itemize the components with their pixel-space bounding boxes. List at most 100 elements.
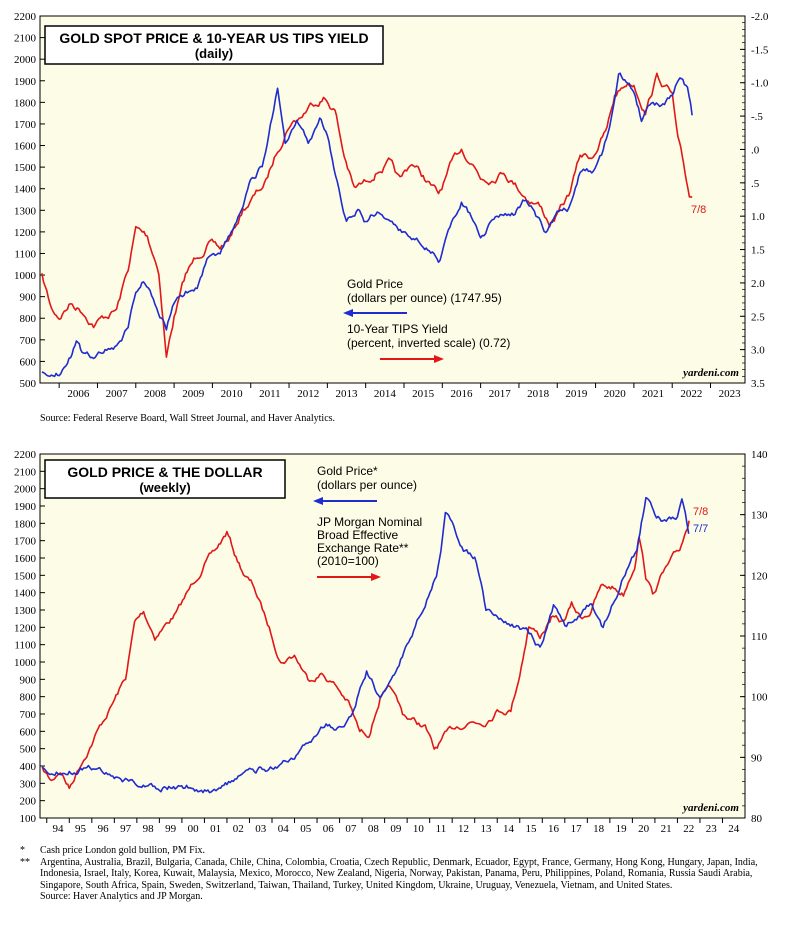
x-tick-label: 21 xyxy=(661,823,672,835)
x-tick-label: 2021 xyxy=(642,388,664,400)
watermark: yardeni.com xyxy=(681,367,739,379)
right-tick-label: 140 xyxy=(751,449,768,461)
series-line-gold xyxy=(41,72,693,378)
right-tick-label: 120 xyxy=(751,570,768,582)
x-tick-label: 09 xyxy=(390,823,402,835)
x-tick-label: 2013 xyxy=(336,388,359,400)
chart-gold-vs-dollar: 1002003004005006007008009001000110012001… xyxy=(14,449,768,835)
x-tick-label: 08 xyxy=(368,823,380,835)
left-tick-label: 800 xyxy=(20,313,37,325)
left-tick-label: 1400 xyxy=(14,184,37,196)
right-tick-label: 80 xyxy=(751,813,763,825)
left-tick-label: 1000 xyxy=(14,270,37,282)
plot-area xyxy=(39,15,746,384)
right-tick-label: .0 xyxy=(751,144,760,156)
legend-gold-line1: Gold Price xyxy=(347,277,403,291)
right-tick-label: -1.0 xyxy=(751,78,769,90)
right-tick-label: 1.5 xyxy=(751,245,765,257)
left-tick-label: 1700 xyxy=(14,119,37,131)
x-tick-label: 11 xyxy=(436,823,447,835)
left-tick-label: 1800 xyxy=(14,97,37,109)
series-line-red xyxy=(41,72,693,358)
legend-fx-line3: Exchange Rate** xyxy=(317,541,409,555)
chart-subtitle: (daily) xyxy=(195,46,233,61)
left-tick-label: 1100 xyxy=(14,248,36,260)
left-tick-label: 1300 xyxy=(14,605,37,617)
x-tick-label: 01 xyxy=(210,823,221,835)
left-tick-label: 1900 xyxy=(14,501,37,513)
x-tick-label: 2007 xyxy=(106,388,129,400)
legend-fx-line2: Broad Effective xyxy=(317,528,398,542)
title-box xyxy=(44,459,286,499)
x-tick-label: 2006 xyxy=(67,388,90,400)
legend-gold-arrow-head xyxy=(343,309,353,317)
left-tick-label: 1500 xyxy=(14,162,37,174)
right-tick-label: -1.5 xyxy=(751,44,769,56)
x-tick-label: 2008 xyxy=(144,388,167,400)
left-tick-label: 500 xyxy=(20,378,37,390)
x-tick-label: 17 xyxy=(571,823,583,835)
series-line-red xyxy=(41,520,690,790)
footnote-2: ** Argentina, Australia, Brazil, Bulgaria… xyxy=(20,856,758,891)
x-tick-label: 15 xyxy=(526,823,538,835)
chart-title: GOLD PRICE & THE DOLLAR xyxy=(67,464,262,480)
x-tick-label: 2012 xyxy=(297,388,319,400)
title-box xyxy=(44,25,384,65)
left-tick-label: 2100 xyxy=(14,466,37,478)
legend-gold-line2: (dollars per ounce) (1747.95) xyxy=(347,291,502,305)
left-tick-label: 1200 xyxy=(14,227,37,239)
x-tick-label: 10 xyxy=(413,823,425,835)
left-tick-label: 800 xyxy=(20,692,37,704)
right-tick-label: -.5 xyxy=(751,111,763,123)
left-tick-label: 900 xyxy=(20,292,37,304)
x-tick-label: 96 xyxy=(98,823,110,835)
right-tick-label: 3.0 xyxy=(751,345,765,357)
x-tick-label: 2023 xyxy=(719,388,742,400)
legend-gold-line1: Gold Price* xyxy=(317,464,378,478)
x-tick-label: 2019 xyxy=(565,388,588,400)
x-tick-label: 12 xyxy=(458,823,469,835)
legend-fx-line1: JP Morgan Nominal xyxy=(317,515,422,529)
left-tick-label: 200 xyxy=(20,796,37,808)
left-tick-label: 1600 xyxy=(14,553,37,565)
left-tick-label: 600 xyxy=(20,356,37,368)
x-tick-label: 03 xyxy=(255,823,267,835)
x-tick-label: 2015 xyxy=(412,388,435,400)
left-tick-label: 700 xyxy=(20,335,37,347)
left-tick-label: 2200 xyxy=(14,449,37,461)
right-tick-label: 2.5 xyxy=(751,311,765,323)
x-tick-label: 2020 xyxy=(604,388,627,400)
left-tick-label: 700 xyxy=(20,709,37,721)
legend-tips-line1: 10-Year TIPS Yield xyxy=(347,322,448,336)
x-tick-label: 16 xyxy=(548,823,560,835)
left-tick-label: 1500 xyxy=(14,570,37,582)
chart-title: GOLD SPOT PRICE & 10-YEAR US TIPS YIELD xyxy=(59,30,368,46)
x-tick-label: 98 xyxy=(143,823,155,835)
left-tick-label: 2000 xyxy=(14,54,37,66)
footnote-1: * Cash price London gold bullion, PM Fix. xyxy=(20,845,205,856)
left-tick-label: 300 xyxy=(20,778,37,790)
right-tick-label: 2.0 xyxy=(751,278,765,290)
chart-gold-vs-tips: 500 600 700 800 900 1000 1100 1200 1300 1400 1500 1… xyxy=(14,11,769,400)
x-tick-label: 19 xyxy=(616,823,628,835)
x-tick-label: 2009 xyxy=(182,388,205,400)
left-tick-label: 1400 xyxy=(14,588,37,600)
x-tick-label: 22 xyxy=(683,823,694,835)
x-tick-label: 95 xyxy=(75,823,87,835)
annotation-date: 7/8 xyxy=(691,204,706,216)
x-tick-label: 13 xyxy=(480,823,492,835)
right-tick-label: 3.5 xyxy=(751,378,765,390)
legend-gold-line2: (dollars per ounce) xyxy=(317,478,417,492)
x-tick-label: 07 xyxy=(345,823,357,835)
legend-gold-arrow-head xyxy=(313,497,323,505)
x-tick-label: 2022 xyxy=(680,388,702,400)
left-tick-label: 100 xyxy=(20,813,37,825)
left-tick-label: 900 xyxy=(20,674,37,686)
footnotes: * Cash price London gold bullion, PM Fix.… xyxy=(20,845,790,903)
left-tick-label: 1200 xyxy=(14,622,37,634)
right-tick-label: -2.0 xyxy=(751,11,769,23)
left-tick-label: 1900 xyxy=(14,76,37,88)
x-tick-label: 99 xyxy=(165,823,177,835)
left-tick-label: 1600 xyxy=(14,141,37,153)
